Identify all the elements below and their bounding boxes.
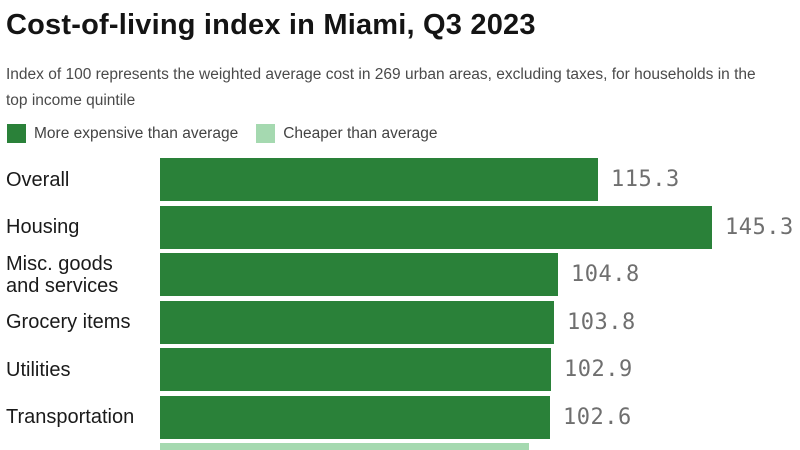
legend-item-more-expensive: More expensive than average	[7, 124, 238, 143]
chart-subtitle: Index of 100 represents the weighted ave…	[6, 66, 756, 109]
category-label-overall: Overall	[6, 168, 70, 191]
category-label-misc-goods-and-services: Misc. goods and services	[6, 252, 119, 297]
category-label-utilities: Utilities	[6, 358, 71, 381]
bar-value-overall: 115.3	[611, 167, 680, 192]
bar-overall	[160, 158, 598, 201]
bar-transportation	[160, 395, 550, 439]
chart-title: Cost-of-living index in Miami, Q3 2023	[6, 9, 536, 41]
legend-swatch-cheaper	[256, 124, 276, 143]
bar-utilities	[160, 348, 551, 391]
legend-swatch-more-expensive	[7, 124, 26, 143]
bar-partial	[160, 443, 529, 450]
bar-housing	[160, 205, 712, 249]
category-label-housing: Housing	[6, 216, 80, 238]
bar-misc-goods-and-services	[160, 253, 558, 296]
bar-value-transportation: 102.6	[563, 404, 632, 430]
bar-grocery-items	[160, 300, 554, 344]
legend-label: Cheaper than average	[283, 124, 438, 142]
legend: More expensive than average Cheaper than …	[7, 124, 437, 143]
bar-value-misc-goods-and-services: 104.8	[571, 262, 640, 287]
category-label-transportation: Transportation	[6, 406, 135, 428]
legend-item-cheaper: Cheaper than average	[256, 124, 437, 143]
bar-value-grocery-items: 103.8	[567, 309, 636, 335]
legend-label: More expensive than average	[34, 124, 239, 142]
category-label-grocery-items: Grocery items	[6, 311, 131, 333]
bar-value-housing: 145.3	[725, 214, 794, 240]
bar-value-utilities: 102.9	[564, 357, 633, 382]
